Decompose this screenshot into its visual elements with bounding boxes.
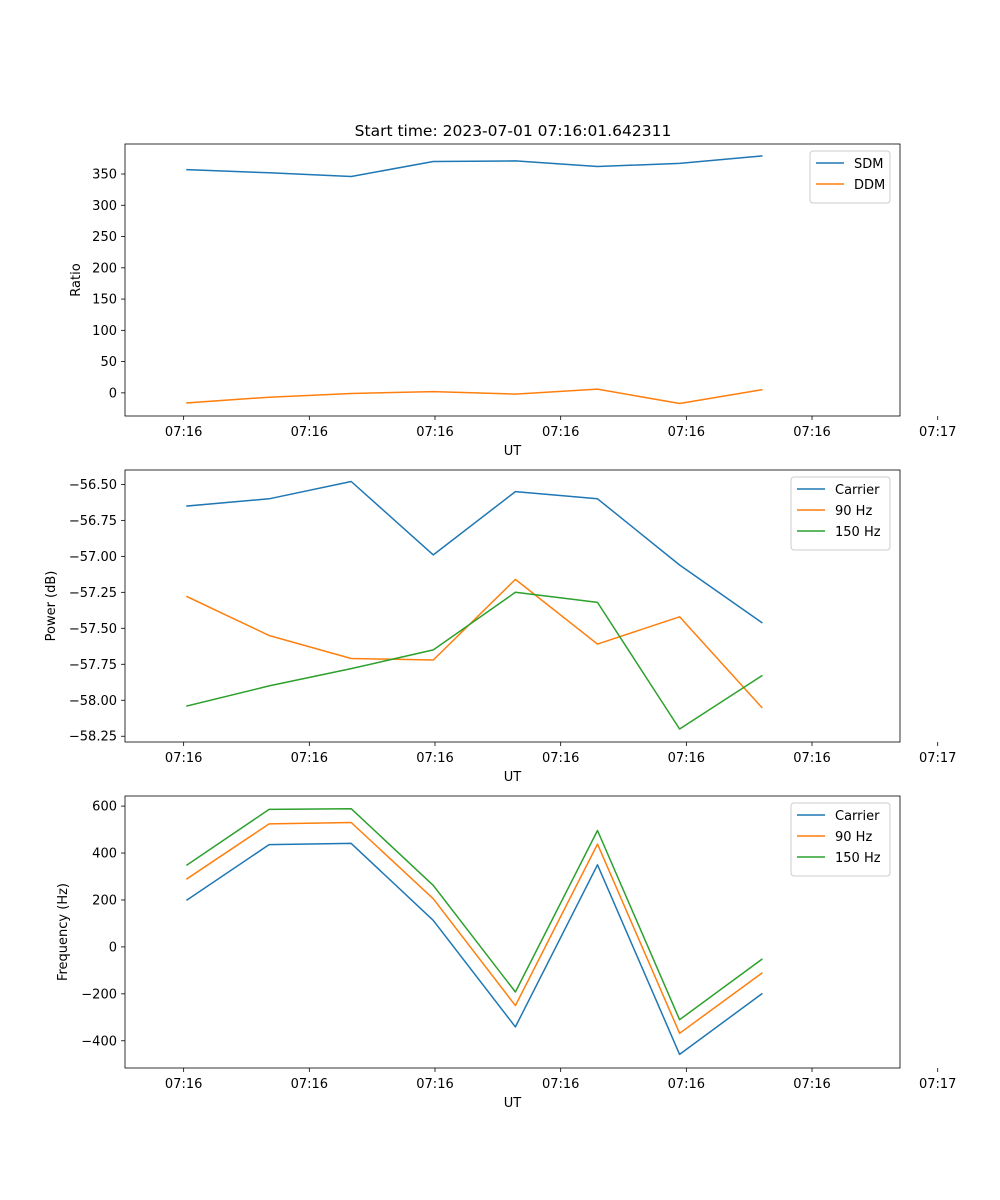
legend-box: [809, 150, 891, 204]
legend-label: Carrier: [835, 809, 880, 824]
legend-label: 90 Hz: [835, 504, 872, 519]
y-tick-label: 50: [100, 355, 117, 370]
series-line-90-hz: [186, 578, 763, 709]
y-axis-label: Frequency (Hz): [56, 883, 71, 981]
series-line-sdm: [186, 155, 763, 178]
legend-label: SDM: [854, 157, 883, 172]
y-tick-label: 0: [109, 386, 117, 401]
y-tick-label: 150: [92, 293, 117, 308]
legend-label: DDM: [854, 178, 885, 193]
y-tick-label: 300: [92, 199, 117, 214]
y-tick-label: 350: [92, 168, 117, 183]
legend-label: 150 Hz: [835, 525, 881, 540]
axes-frame: [124, 795, 901, 1069]
x-tick-label: 07:16: [668, 1077, 705, 1092]
legend: SDM DDM: [809, 150, 891, 204]
x-tick-label: 07:16: [793, 425, 830, 440]
y-tick-label: −57.50: [69, 622, 117, 637]
y-tick-label: 250: [92, 230, 117, 245]
legend-label: 90 Hz: [835, 830, 872, 845]
y-axis-label: Power (dB): [44, 571, 59, 642]
x-tick-label: 07:16: [793, 751, 830, 766]
x-tick-label: 07:16: [165, 1077, 202, 1092]
series-line-150-hz: [186, 591, 763, 730]
y-tick-label: −57.00: [69, 550, 117, 565]
x-tick-label: 07:17: [919, 425, 956, 440]
y-tick-label: −56.75: [69, 514, 117, 529]
series-line-carrier: [185, 842, 763, 1056]
x-axis-label: UT: [504, 444, 522, 459]
figure-title: Start time: 2023-07-01 07:16:01.642311: [355, 122, 672, 140]
x-tick-label: 07:16: [542, 425, 579, 440]
y-tick-label: 0: [109, 940, 117, 955]
y-tick-label: 200: [92, 261, 117, 276]
y-tick-label: −57.75: [69, 658, 117, 673]
y-tick-label: −200: [81, 987, 117, 1002]
y-tick-label: −56.50: [69, 478, 117, 493]
x-axis-label: UT: [504, 1096, 522, 1111]
y-tick-label: −400: [81, 1034, 117, 1049]
y-axis-label: Ratio: [69, 263, 84, 296]
subplot-3: 07:16 07:16 07:16 07:16 07:16 07:16 07:17 −400 −…: [56, 795, 956, 1111]
series-line-ddm: [186, 388, 763, 405]
x-tick-label: 07:16: [416, 1077, 453, 1092]
subplots: 07:16 07:16 07:16 07:16 07:16 07:16 07:17 0 50 10…: [44, 143, 956, 1111]
x-tick-label: 07:17: [919, 751, 956, 766]
y-tick-label: −58.25: [69, 730, 117, 745]
x-tick-label: 07:16: [542, 751, 579, 766]
series-line-carrier: [186, 480, 763, 624]
x-axis-label: UT: [504, 770, 522, 785]
series-line-150-hz: [185, 807, 763, 1021]
y-tick-label: 100: [92, 324, 117, 339]
legend: Carrier 90 Hz 150 Hz: [790, 476, 891, 551]
x-tick-label: 07:16: [668, 751, 705, 766]
legend-label: Carrier: [835, 483, 880, 498]
subplot-1: 07:16 07:16 07:16 07:16 07:16 07:16 07:17 0 50 10…: [69, 143, 956, 459]
y-tick-label: 200: [92, 893, 117, 908]
series-line-90-hz: [185, 821, 763, 1035]
x-tick-label: 07:16: [291, 751, 328, 766]
legend-label: 150 Hz: [835, 851, 881, 866]
x-tick-label: 07:17: [919, 1077, 956, 1092]
x-tick-label: 07:16: [291, 425, 328, 440]
y-tick-label: −57.25: [69, 586, 117, 601]
x-tick-label: 07:16: [668, 425, 705, 440]
x-tick-label: 07:16: [416, 751, 453, 766]
legend: Carrier 90 Hz 150 Hz: [790, 802, 891, 877]
x-tick-label: 07:16: [165, 425, 202, 440]
x-tick-label: 07:16: [291, 1077, 328, 1092]
axes-frame: [124, 143, 901, 417]
x-tick-label: 07:16: [416, 425, 453, 440]
y-tick-label: 600: [92, 800, 117, 815]
x-tick-label: 07:16: [165, 751, 202, 766]
y-tick-label: −58.00: [69, 694, 117, 709]
x-tick-label: 07:16: [793, 1077, 830, 1092]
x-tick-label: 07:16: [542, 1077, 579, 1092]
y-tick-label: 400: [92, 847, 117, 862]
axes-frame: [124, 469, 901, 743]
subplot-2: 07:16 07:16 07:16 07:16 07:16 07:16 07:17 −58.2…: [44, 469, 956, 785]
